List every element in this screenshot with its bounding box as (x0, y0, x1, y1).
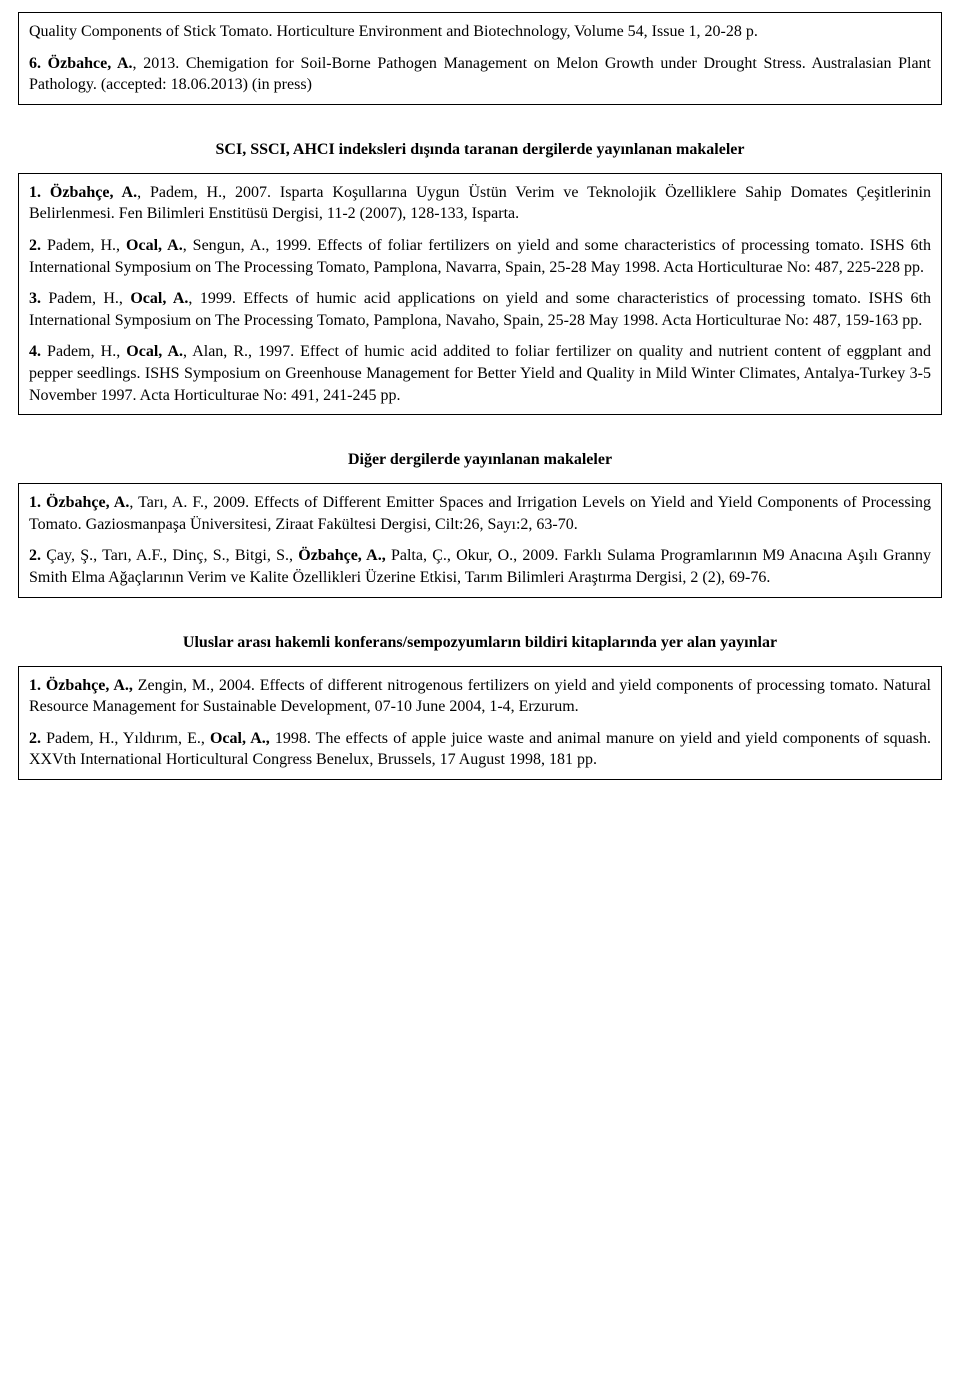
publication-box-top: Quality Components of Stick Tomato. Hort… (18, 12, 942, 105)
entry-number: 1. (29, 677, 41, 694)
entry-number: 2. (29, 237, 41, 254)
pub-entry-3: 3. Padem, H., Ocal, A., 1999. Effects of… (29, 288, 931, 331)
entry-rest: Zengin, M., 2004. Effects of different n… (29, 677, 931, 716)
entry-pre: Çay, Ş., Tarı, A.F., Dinç, S., Bitgi, S.… (41, 547, 298, 564)
entry-number: 2. (29, 730, 41, 747)
pub-entry-1: 1. Özbahçe, A., Padem, H., 2007. Isparta… (29, 182, 931, 225)
author-bold: Özbahçe, A., (298, 547, 385, 564)
author-bold: Özbahçe, A., (41, 677, 133, 694)
entry-number: 4. (29, 343, 41, 360)
entry-pre: Padem, H., Yıldırım, E., (41, 730, 210, 747)
entry-rest: , Tarı, A. F., 2009. Effects of Differen… (29, 494, 931, 533)
section-title-conference: Uluslar arası hakemli konferans/sempozyu… (18, 634, 942, 652)
entry-rest: , Padem, H., 2007. Isparta Koşullarına U… (29, 184, 931, 223)
pub-continuation: Quality Components of Stick Tomato. Hort… (29, 21, 931, 43)
pub-entry-1: 1. Özbahçe, A., Tarı, A. F., 2009. Effec… (29, 492, 931, 535)
section-title-sci: SCI, SSCI, AHCI indeksleri dışında taran… (18, 141, 942, 159)
author-bold: Ocal, A. (126, 343, 183, 360)
entry-pre: Padem, H., (41, 290, 130, 307)
entry-number: 1. (29, 494, 41, 511)
pub-entry-4: 4. Padem, H., Ocal, A., Alan, R., 1997. … (29, 341, 931, 406)
author-bold: Ocal, A. (130, 290, 188, 307)
author-bold: Özbahçe, A. (41, 184, 137, 201)
entry-number: 6. (29, 55, 41, 72)
publication-box-other: 1. Özbahçe, A., Tarı, A. F., 2009. Effec… (18, 483, 942, 597)
publication-box-sci: 1. Özbahçe, A., Padem, H., 2007. Isparta… (18, 173, 942, 415)
author-bold: Ocal, A., (210, 730, 270, 747)
author-bold: Özbahçe, A. (41, 494, 129, 511)
entry-rest: , 2013. Chemigation for Soil-Borne Patho… (29, 55, 931, 94)
entry-number: 3. (29, 290, 41, 307)
entry-pre: Padem, H., (41, 343, 126, 360)
publication-box-conference: 1. Özbahçe, A., Zengin, M., 2004. Effect… (18, 666, 942, 780)
entry-number: 2. (29, 547, 41, 564)
entry-pre: Padem, H., (41, 237, 126, 254)
author-bold: Özbahce, A. (41, 55, 133, 72)
pub-entry-6: 6. Özbahce, A., 2013. Chemigation for So… (29, 53, 931, 96)
entry-number: 1. (29, 184, 41, 201)
pub-entry-2: 2. Padem, H., Ocal, A., Sengun, A., 1999… (29, 235, 931, 278)
pub-entry-1: 1. Özbahçe, A., Zengin, M., 2004. Effect… (29, 675, 931, 718)
pub-entry-2: 2. Padem, H., Yıldırım, E., Ocal, A., 19… (29, 728, 931, 771)
pub-entry-2: 2. Çay, Ş., Tarı, A.F., Dinç, S., Bitgi,… (29, 545, 931, 588)
author-bold: Ocal, A. (126, 237, 183, 254)
section-title-other: Diğer dergilerde yayınlanan makaleler (18, 451, 942, 469)
